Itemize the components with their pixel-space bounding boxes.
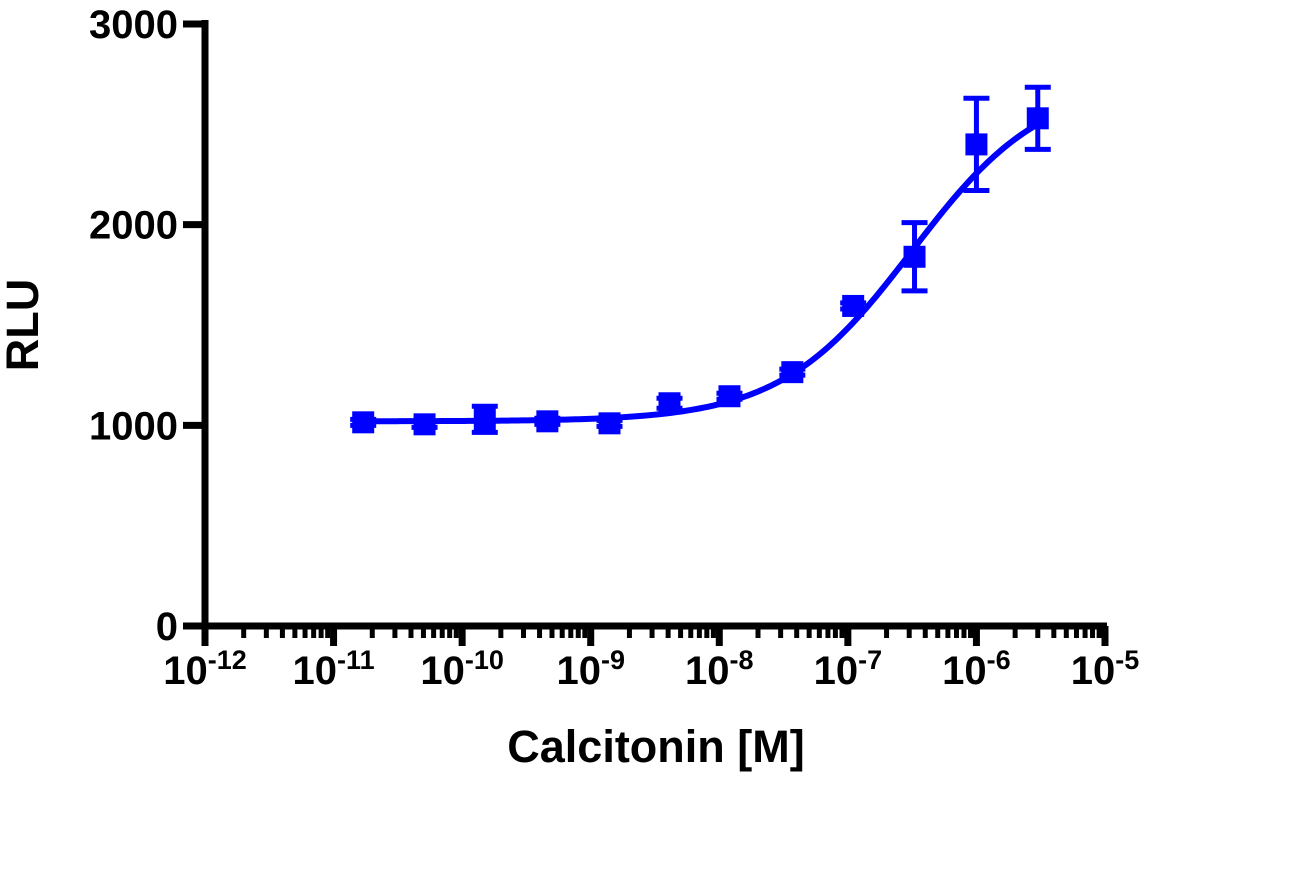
- plot-area: [350, 84, 1051, 436]
- axes: [201, 20, 1107, 630]
- point-marker: [536, 410, 559, 433]
- point-marker: [903, 245, 926, 268]
- data-point: [596, 412, 623, 435]
- point-marker: [598, 412, 621, 435]
- data-point: [411, 413, 438, 436]
- x-tick-label: 10-8: [685, 645, 754, 693]
- point-marker: [352, 411, 375, 434]
- data-point: [471, 403, 498, 435]
- y-tick-label: 3000: [89, 3, 178, 47]
- y-tick-label: 1000: [89, 404, 178, 448]
- data-point: [350, 411, 377, 434]
- x-tick-label: 10-9: [556, 645, 625, 693]
- data-point: [901, 220, 928, 294]
- data-point: [963, 95, 990, 194]
- point-marker: [781, 361, 804, 384]
- point-marker: [842, 294, 865, 317]
- point-marker: [658, 392, 681, 415]
- x-tick-label: 10-10: [420, 645, 504, 693]
- y-axis-title: RLU: [0, 279, 48, 371]
- point-marker: [718, 385, 741, 408]
- y-ticks: 0 1000 2000 3000: [89, 3, 205, 649]
- point-marker: [413, 413, 436, 436]
- x-tick-label: 10-11: [293, 645, 375, 693]
- fit-curve: [360, 121, 1041, 425]
- data-point: [656, 392, 683, 415]
- data-point: [779, 361, 806, 384]
- x-tick-label: 10-7: [814, 645, 883, 693]
- y-tick-label: 2000: [89, 204, 178, 248]
- x-tick-label: 10-12: [163, 645, 247, 693]
- data-point: [534, 410, 561, 433]
- x-axis-title: Calcitonin [M]: [507, 721, 804, 772]
- point-marker: [473, 408, 496, 431]
- x-ticks: 10-12 10-11 10-10 10-9 10-8 10-7 10-6 10-5: [163, 626, 1139, 693]
- data-point: [1024, 84, 1051, 152]
- point-marker: [1026, 107, 1049, 130]
- y-tick-label: 0: [156, 605, 178, 649]
- data-point: [716, 385, 743, 408]
- x-tick-label: 10-5: [1071, 645, 1140, 693]
- point-marker: [965, 133, 988, 156]
- data-point: [840, 294, 867, 317]
- x-tick-label: 10-6: [942, 645, 1011, 693]
